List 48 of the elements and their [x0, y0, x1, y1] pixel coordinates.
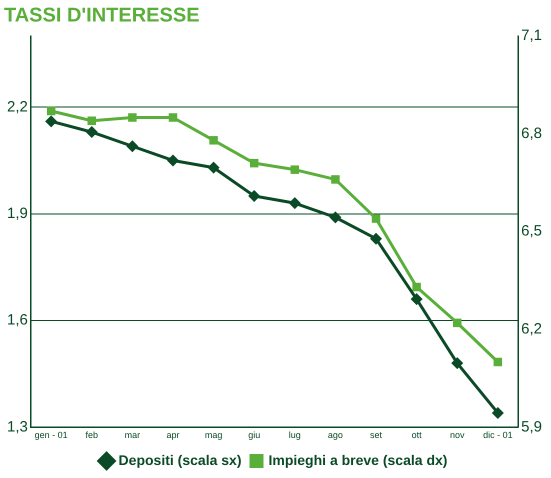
- point: [451, 357, 464, 370]
- point: [372, 214, 380, 223]
- y-tick-label: 1,3: [6, 418, 28, 436]
- y2-tick-label: 7,1: [521, 27, 542, 44]
- x-tick-label: dic - 01: [483, 430, 513, 440]
- y-tick-label: 1,6: [6, 312, 28, 329]
- legend-label: Depositi (scala sx): [118, 452, 242, 468]
- x-tick-label: mag: [204, 430, 222, 440]
- y2-tick-label: 6,2: [521, 320, 542, 338]
- point: [290, 165, 300, 174]
- point: [492, 406, 504, 419]
- point: [128, 113, 137, 122]
- point: [250, 158, 258, 168]
- point: [329, 211, 342, 224]
- x-tick-label: ott: [412, 430, 422, 440]
- x-tick-label: mar: [124, 430, 140, 440]
- y2-tick-label: 6,5: [521, 222, 542, 240]
- y-tick-label: 1,9: [6, 204, 28, 222]
- point: [370, 232, 382, 245]
- point: [494, 358, 502, 366]
- x-tick-label: ago: [328, 430, 343, 440]
- point: [288, 197, 301, 210]
- legend-label: Impieghi a breve (scala dx): [268, 452, 448, 468]
- x-tick-label: apr: [166, 430, 180, 440]
- x-tick-label: lug: [288, 430, 301, 440]
- point: [45, 115, 58, 128]
- point: [410, 293, 423, 306]
- y2-tick-label: 5,9: [521, 418, 542, 436]
- point: [88, 116, 96, 126]
- point: [168, 113, 178, 122]
- point: [208, 162, 220, 174]
- chart-title: TASSI D'INTERESSE: [4, 4, 200, 27]
- point: [412, 282, 421, 292]
- point: [166, 154, 179, 166]
- point: [86, 126, 98, 138]
- point: [126, 140, 138, 152]
- x-tick-label: feb: [86, 430, 98, 440]
- point: [452, 318, 462, 328]
- y2-tick-label: 6,8: [521, 124, 542, 142]
- x-tick-label: giu: [248, 430, 260, 440]
- x-tick-label: set: [370, 430, 383, 440]
- point: [46, 106, 56, 116]
- x-tick-label: nov: [450, 430, 465, 440]
- point: [209, 136, 218, 145]
- point: [248, 190, 260, 202]
- x-tick-label: gen - 01: [34, 430, 68, 440]
- point: [331, 175, 340, 184]
- y-tick-label: 2,2: [6, 98, 28, 116]
